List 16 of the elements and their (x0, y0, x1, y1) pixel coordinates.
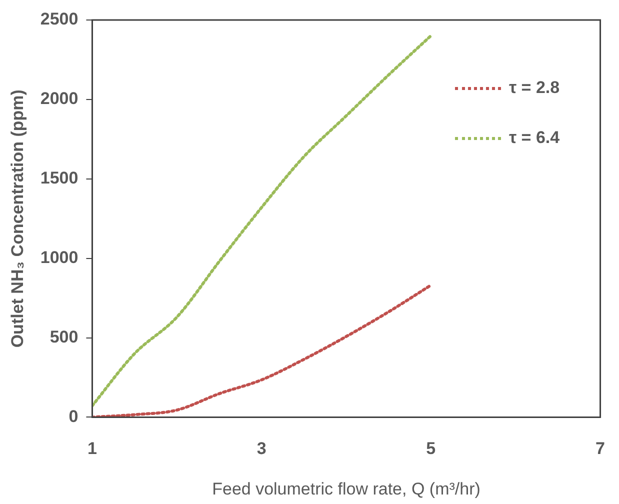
line-series (92, 284, 432, 418)
x-tick-label: 7 (596, 439, 606, 458)
x-tick-label: 3 (256, 439, 266, 458)
y-tick-label: 2000 (40, 89, 78, 108)
y-tick-label: 500 (50, 327, 78, 346)
y-tick-label: 1000 (40, 248, 78, 268)
y-tick-label: 2500 (40, 10, 78, 29)
x-tick-label: 1 (87, 439, 97, 458)
y-axis-title: Outlet NH₃ Concentration (ppm) (8, 90, 27, 348)
line-series (92, 34, 432, 408)
x-axis-title: Feed volumetric flow rate, Q (m³/hr) (212, 479, 480, 498)
y-tick-label: 1500 (40, 168, 78, 188)
x-tick-label: 5 (426, 439, 436, 458)
y-tick-label: 0 (68, 406, 78, 426)
legend-label: τ = 2.8 (509, 78, 560, 98)
legend-label: τ = 6.4 (509, 128, 560, 148)
